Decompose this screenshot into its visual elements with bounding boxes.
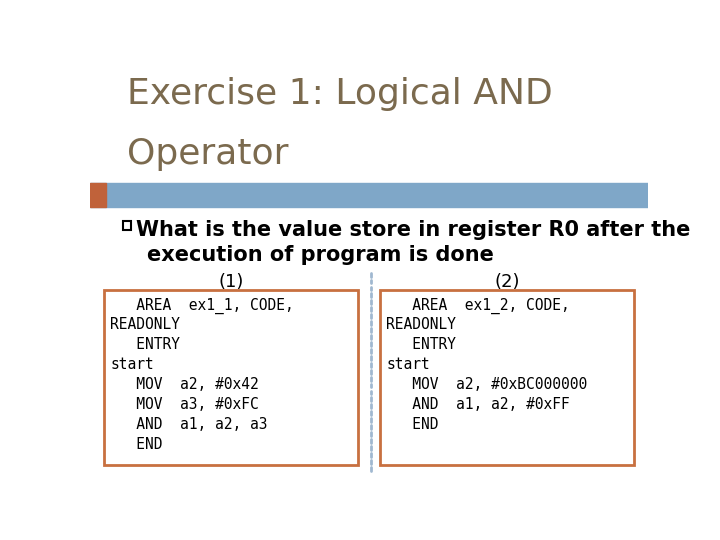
Text: READONLY: READONLY (386, 318, 456, 332)
Text: execution of program is done: execution of program is done (147, 245, 493, 265)
Text: Operator: Operator (127, 137, 289, 171)
Text: READONLY: READONLY (110, 318, 180, 332)
Bar (122, 221, 131, 230)
Text: (2): (2) (494, 273, 520, 291)
Text: AREA  ex1_2, CODE,: AREA ex1_2, CODE, (386, 298, 570, 314)
Text: MOV  a3, #0xFC: MOV a3, #0xFC (110, 397, 259, 413)
Bar (90, 183, 106, 207)
Text: AND  a1, a2, #0xFF: AND a1, a2, #0xFF (386, 397, 570, 413)
Text: END: END (386, 417, 438, 433)
Text: AND  a1, a2, a3: AND a1, a2, a3 (110, 417, 268, 433)
Bar (104, 289, 358, 465)
Bar (380, 289, 634, 465)
Text: ENTRY: ENTRY (386, 338, 456, 353)
Text: Exercise 1: Logical AND: Exercise 1: Logical AND (127, 77, 553, 111)
Text: MOV  a2, #0xBC000000: MOV a2, #0xBC000000 (386, 377, 588, 393)
Text: ENTRY: ENTRY (110, 338, 180, 353)
Bar (90, 183, 648, 207)
Text: What is the value store in register R0 after the: What is the value store in register R0 a… (137, 220, 691, 240)
Text: start: start (386, 357, 430, 373)
Text: MOV  a2, #0x42: MOV a2, #0x42 (110, 377, 259, 393)
Text: END: END (110, 437, 163, 453)
Text: (1): (1) (218, 273, 244, 291)
Text: AREA  ex1_1, CODE,: AREA ex1_1, CODE, (110, 298, 294, 314)
Text: start: start (110, 357, 154, 373)
